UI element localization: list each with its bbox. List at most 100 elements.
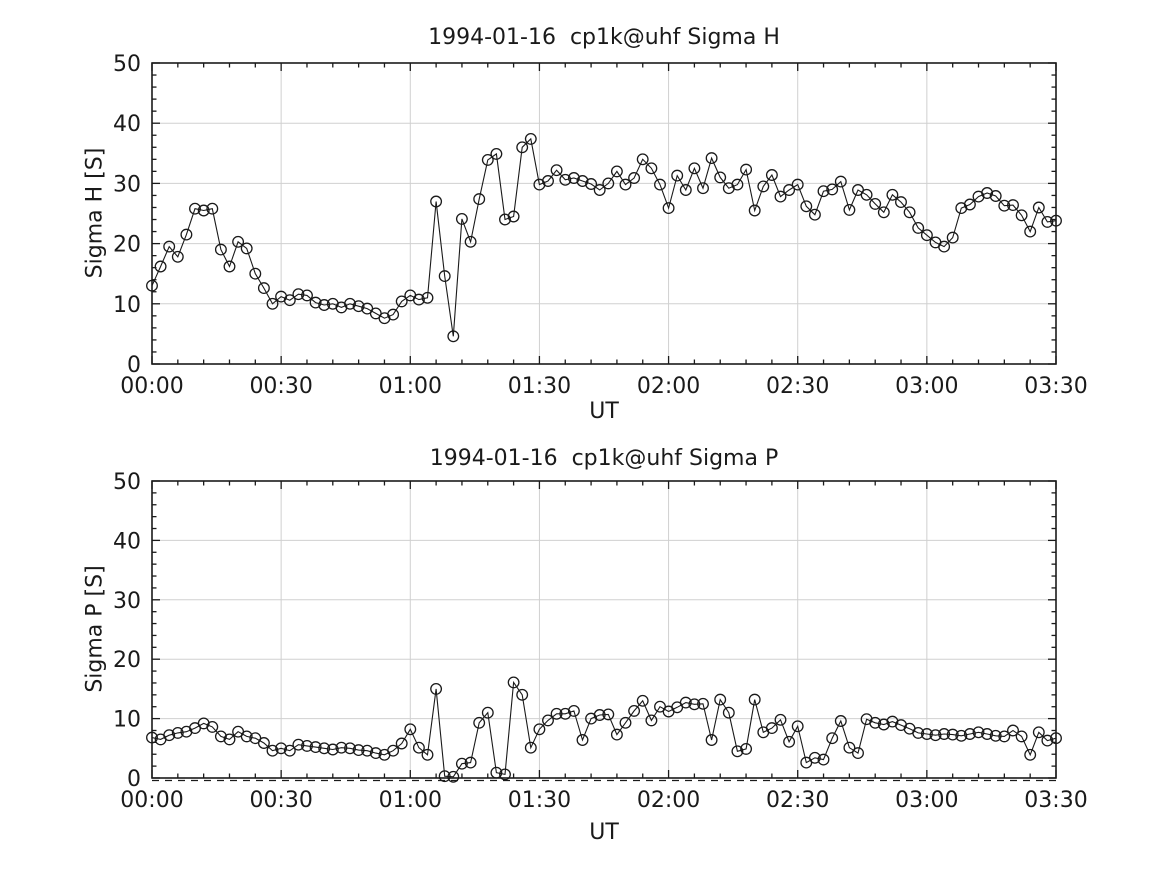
x-tick-label: 00:30 <box>249 374 312 399</box>
y-tick-label: 20 <box>113 233 141 258</box>
x-tick-label: 01:00 <box>379 374 442 399</box>
data-point-marker <box>283 744 296 757</box>
data-point-marker <box>740 742 753 755</box>
x-tick-label: 03:00 <box>895 788 958 813</box>
x-tick-label: 02:00 <box>637 374 700 399</box>
data-point-marker <box>369 747 382 760</box>
data-point-marker <box>808 208 821 221</box>
data-point-marker <box>361 744 374 757</box>
data-point-marker <box>783 735 796 748</box>
data-point-marker <box>636 694 649 707</box>
x-tick-label: 02:30 <box>766 374 829 399</box>
sigma-h-plot-area: 00:00 00:30 01:00 01:30 02:00 02:30 03:00 03:30… <box>113 52 1088 399</box>
data-point-marker <box>490 766 503 779</box>
data-point-marker <box>843 203 856 216</box>
data-point-marker <box>593 184 606 196</box>
data-point-marker <box>516 141 529 154</box>
data-point-marker <box>507 676 520 689</box>
data-point-marker <box>834 175 847 188</box>
data-point-marker <box>1007 199 1019 212</box>
data-point-marker <box>335 741 348 754</box>
data-point-marker <box>352 744 365 757</box>
data-point-marker <box>499 213 511 226</box>
data-point-marker <box>249 267 262 280</box>
data-point-marker <box>430 195 443 208</box>
data-point-marker <box>455 757 468 770</box>
data-point-marker <box>301 289 313 302</box>
x-tick-label: 03:30 <box>1024 788 1087 813</box>
data-point-marker <box>765 722 778 735</box>
data-point-marker <box>550 164 563 177</box>
x-tick-label: 02:00 <box>637 788 700 813</box>
data-point-marker <box>1041 215 1054 228</box>
data-point-marker <box>731 178 744 191</box>
data-point-marker <box>395 737 408 750</box>
data-point-marker <box>722 706 735 719</box>
data-point-marker <box>938 728 951 740</box>
data-point-marker <box>920 728 933 740</box>
data-point-marker <box>404 723 417 736</box>
data-point-marker <box>697 182 709 195</box>
data-point-marker <box>283 294 296 307</box>
data-point-marker <box>989 190 1002 202</box>
data-point-marker <box>791 720 804 733</box>
data-point-marker <box>645 714 658 727</box>
data-point-marker <box>705 152 718 165</box>
data-point-marker <box>817 753 830 766</box>
data-point-marker <box>602 708 615 721</box>
axes-frame <box>151 62 1057 365</box>
data-point-marker <box>593 709 606 721</box>
data-point-marker <box>567 704 580 717</box>
y-tick-label: 50 <box>113 52 141 77</box>
data-point-marker <box>895 196 907 209</box>
data-point-marker <box>533 723 546 736</box>
data-point-marker <box>516 688 529 701</box>
data-point-marker <box>421 291 434 304</box>
data-point-marker <box>998 199 1011 212</box>
data-point-marker <box>869 716 882 729</box>
data-point-marker <box>240 730 253 743</box>
data-point-marker <box>852 747 864 760</box>
y-tick-label: 0 <box>127 767 141 792</box>
data-point-marker <box>223 733 236 746</box>
data-point-marker <box>989 729 1002 742</box>
data-point-marker <box>963 198 976 211</box>
x-tick-label: 00:00 <box>120 374 183 399</box>
data-point-marker <box>946 728 959 741</box>
data-point-marker <box>938 240 951 253</box>
data-point-marker <box>464 756 477 769</box>
data-point-marker <box>559 173 572 186</box>
data-point-marker <box>301 739 313 752</box>
y-tick-label: 30 <box>113 589 141 614</box>
data-point-marker <box>344 297 356 310</box>
data-point-marker <box>748 204 761 217</box>
data-point-marker <box>679 696 692 709</box>
data-point-marker <box>507 210 520 223</box>
data-point-marker <box>800 200 813 213</box>
data-point-marker <box>757 180 770 193</box>
data-point-marker <box>679 184 692 196</box>
data-point-marker <box>318 742 331 755</box>
x-tick-label: 01:30 <box>508 788 571 813</box>
data-point-marker <box>214 243 227 256</box>
axes-frame <box>151 480 1057 779</box>
x-tick-label: 01:00 <box>379 788 442 813</box>
data-point-marker <box>636 153 649 166</box>
data-point-marker <box>774 190 787 203</box>
data-point-marker <box>610 728 623 741</box>
sigma-p-y-axis-label: Sigma P [S] <box>82 565 108 693</box>
data-point-marker <box>714 171 727 184</box>
data-point-marker <box>912 726 925 739</box>
data-point-marker <box>473 716 486 729</box>
data-point-marker <box>292 738 305 751</box>
data-point-marker <box>352 300 365 313</box>
data-point-marker <box>783 184 796 196</box>
data-point-marker <box>438 770 451 783</box>
data-point-marker <box>791 178 804 191</box>
data-point-marker <box>206 720 219 733</box>
data-point-marker <box>550 707 563 720</box>
x-tick-label: 00:00 <box>120 788 183 813</box>
data-point-marker <box>421 748 434 761</box>
data-point-marker <box>214 730 227 743</box>
